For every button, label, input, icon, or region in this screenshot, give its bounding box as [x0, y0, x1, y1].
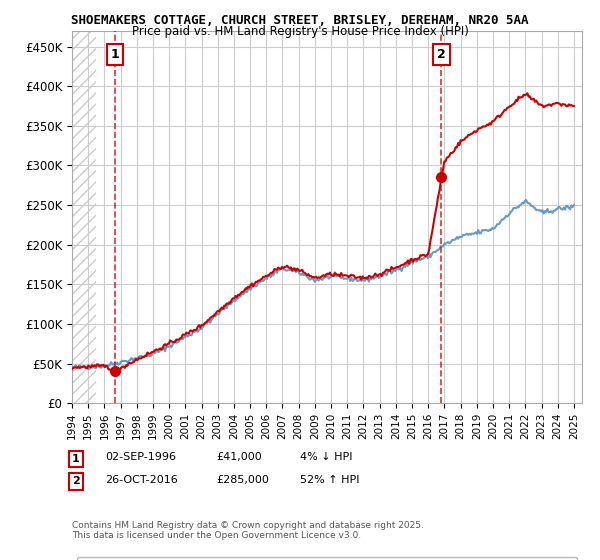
Text: 2: 2: [72, 477, 80, 487]
Text: 4% ↓ HPI: 4% ↓ HPI: [300, 452, 353, 463]
Text: Contains HM Land Registry data © Crown copyright and database right 2025.
This d: Contains HM Land Registry data © Crown c…: [72, 521, 424, 540]
Text: 02-SEP-1996: 02-SEP-1996: [105, 452, 176, 463]
Text: 52% ↑ HPI: 52% ↑ HPI: [300, 475, 359, 485]
Text: 2: 2: [437, 48, 446, 61]
Text: £285,000: £285,000: [216, 475, 269, 485]
Legend: SHOEMAKERS COTTAGE, CHURCH STREET, BRISLEY, DEREHAM, NR20 5AA (semi-detached hou: SHOEMAKERS COTTAGE, CHURCH STREET, BRISL…: [77, 557, 577, 560]
Text: £41,000: £41,000: [216, 452, 262, 463]
Text: Price paid vs. HM Land Registry's House Price Index (HPI): Price paid vs. HM Land Registry's House …: [131, 25, 469, 38]
Text: 1: 1: [111, 48, 119, 61]
Text: 1: 1: [72, 454, 80, 464]
Text: 26-OCT-2016: 26-OCT-2016: [105, 475, 178, 485]
Text: SHOEMAKERS COTTAGE, CHURCH STREET, BRISLEY, DEREHAM, NR20 5AA: SHOEMAKERS COTTAGE, CHURCH STREET, BRISL…: [71, 14, 529, 27]
